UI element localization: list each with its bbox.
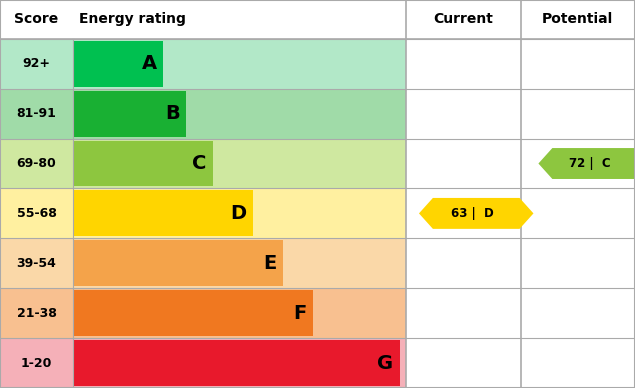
Bar	[73, 290, 313, 336]
Text: F: F	[293, 304, 307, 323]
Bar	[0, 139, 406, 189]
Text: 39-54: 39-54	[17, 257, 57, 270]
Bar	[0, 189, 406, 238]
Text: 55-68: 55-68	[17, 207, 57, 220]
Text: Energy rating: Energy rating	[79, 12, 186, 26]
Bar	[73, 41, 163, 87]
Text: Potential: Potential	[542, 12, 613, 26]
Bar	[73, 191, 253, 236]
Text: D: D	[231, 204, 246, 223]
Text: E: E	[264, 254, 277, 273]
Bar	[0, 89, 406, 139]
Text: 72 |  C: 72 | C	[569, 157, 611, 170]
Bar	[73, 140, 213, 187]
Text: 1-20: 1-20	[21, 357, 52, 369]
Text: B: B	[165, 104, 180, 123]
Polygon shape	[419, 198, 533, 229]
Text: 92+: 92+	[22, 57, 51, 70]
Text: Current: Current	[434, 12, 493, 26]
Bar	[73, 340, 400, 386]
Text: Score: Score	[15, 12, 58, 26]
Text: G: G	[377, 353, 393, 372]
Polygon shape	[538, 148, 635, 179]
Bar	[0, 0, 635, 39]
Bar	[73, 240, 283, 286]
Bar	[0, 288, 406, 338]
Text: 63 |  D: 63 | D	[450, 207, 493, 220]
Text: A: A	[142, 54, 157, 73]
Bar	[0, 338, 406, 388]
Text: 69-80: 69-80	[17, 157, 57, 170]
Text: 81-91: 81-91	[17, 107, 57, 120]
Bar	[73, 91, 187, 137]
Bar	[0, 39, 406, 89]
Text: 21-38: 21-38	[17, 307, 57, 320]
Bar	[0, 238, 406, 288]
Text: C: C	[192, 154, 207, 173]
